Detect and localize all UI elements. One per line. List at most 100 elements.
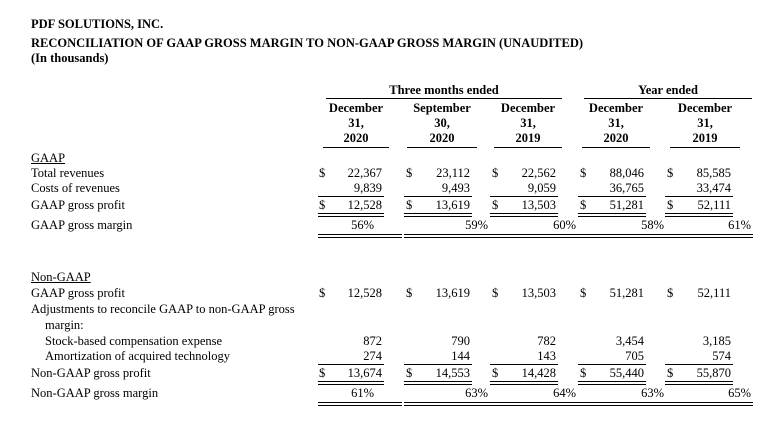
column-header-line1: September xyxy=(413,101,471,115)
cell-value: 65% xyxy=(728,386,751,400)
cell-value: 144 xyxy=(451,349,470,363)
cell-value: 51,281 xyxy=(609,286,644,300)
cell-value: 12,528 xyxy=(347,286,382,300)
currency-symbol: $ xyxy=(492,166,499,180)
column-header-line2: 30, xyxy=(434,116,450,130)
cell-value: 85,585 xyxy=(696,166,731,180)
currency-symbol: $ xyxy=(406,366,413,380)
column-header-line2: 31, xyxy=(520,116,536,130)
row-label: Non-GAAP gross margin xyxy=(31,386,159,400)
currency-symbol: $ xyxy=(667,286,674,300)
company-name: PDF SOLUTIONS, INC. xyxy=(31,17,164,31)
cell-value: 33,474 xyxy=(696,181,731,195)
cell-value: 705 xyxy=(625,349,644,363)
cell-value: 9,059 xyxy=(527,181,556,195)
row-label: Non-GAAP gross profit xyxy=(31,366,151,380)
currency-symbol: $ xyxy=(319,286,326,300)
row-label: margin: xyxy=(45,318,84,332)
cell-value: 3,185 xyxy=(702,334,731,348)
cell-value: 274 xyxy=(363,349,382,363)
nongaap-section-heading: Non-GAAP xyxy=(31,270,91,284)
currency-symbol: $ xyxy=(580,366,587,380)
cell-value: 9,839 xyxy=(353,181,382,195)
column-header-line1: December xyxy=(588,101,644,115)
row-label: Adjustments to reconcile GAAP to non-GAA… xyxy=(31,302,295,316)
three-months-underline xyxy=(326,98,562,99)
cell-value: 55,440 xyxy=(609,366,644,380)
cell-value: 58% xyxy=(641,218,664,232)
cell-value: 52,111 xyxy=(697,286,731,300)
currency-symbol: $ xyxy=(319,166,326,180)
column-header-line3: 2019 xyxy=(515,131,541,145)
year-ended-header: Year ended xyxy=(638,83,698,97)
column-header-line3: 2019 xyxy=(692,131,718,145)
cell-value: 63% xyxy=(641,386,664,400)
year-ended-underline xyxy=(584,98,752,99)
cell-value: 61% xyxy=(351,386,374,400)
currency-symbol: $ xyxy=(667,366,674,380)
cell-value: 55,870 xyxy=(696,366,731,380)
cell-value: 36,765 xyxy=(609,181,644,195)
row-label: Total revenues xyxy=(31,166,105,180)
cell-value: 14,428 xyxy=(521,366,556,380)
currency-symbol: $ xyxy=(492,286,499,300)
row-label: GAAP gross profit xyxy=(31,198,125,212)
three-months-header: Three months ended xyxy=(389,83,499,97)
cell-value: 782 xyxy=(537,334,556,348)
column-header-line1: December xyxy=(328,101,384,115)
currency-symbol: $ xyxy=(492,198,499,212)
cell-value: 12,528 xyxy=(347,198,382,212)
cell-value: 574 xyxy=(712,349,731,363)
currency-symbol: $ xyxy=(580,166,587,180)
currency-symbol: $ xyxy=(406,286,413,300)
cell-value: 23,112 xyxy=(436,166,470,180)
units-note: (In thousands) xyxy=(31,51,109,65)
cell-value: 13,503 xyxy=(521,198,556,212)
cell-value: 51,281 xyxy=(609,198,644,212)
cell-value: 14,553 xyxy=(435,366,470,380)
cell-value: 88,046 xyxy=(609,166,644,180)
currency-symbol: $ xyxy=(406,198,413,212)
currency-symbol: $ xyxy=(406,166,413,180)
column-header-line3: 2020 xyxy=(603,131,629,145)
cell-value: 64% xyxy=(553,386,576,400)
cell-value: 13,674 xyxy=(347,366,382,380)
currency-symbol: $ xyxy=(667,166,674,180)
cell-value: 13,619 xyxy=(435,198,470,212)
cell-value: 61% xyxy=(728,218,751,232)
report-title: RECONCILIATION OF GAAP GROSS MARGIN TO N… xyxy=(31,36,584,50)
row-label: GAAP gross profit xyxy=(31,286,125,300)
row-label: Costs of revenues xyxy=(31,181,120,195)
column-header-line2: 31, xyxy=(348,116,364,130)
cell-value: 59% xyxy=(465,218,488,232)
row-label: GAAP gross margin xyxy=(31,218,133,232)
cell-value: 63% xyxy=(465,386,488,400)
cell-value: 790 xyxy=(451,334,470,348)
currency-symbol: $ xyxy=(319,366,326,380)
currency-symbol: $ xyxy=(667,198,674,212)
cell-value: 9,493 xyxy=(441,181,470,195)
cell-value: 60% xyxy=(553,218,576,232)
cell-value: 13,619 xyxy=(435,286,470,300)
currency-symbol: $ xyxy=(492,366,499,380)
row-label: Stock-based compensation expense xyxy=(45,334,223,348)
column-header-line3: 2020 xyxy=(429,131,455,145)
cell-value: 52,111 xyxy=(697,198,731,212)
cell-value: 56% xyxy=(351,218,374,232)
column-header-line1: December xyxy=(500,101,556,115)
column-header-line2: 31, xyxy=(608,116,624,130)
cell-value: 22,367 xyxy=(347,166,382,180)
cell-value: 22,562 xyxy=(521,166,556,180)
cell-value: 143 xyxy=(537,349,556,363)
cell-value: 13,503 xyxy=(521,286,556,300)
column-header-line3: 2020 xyxy=(343,131,369,145)
cell-value: 3,454 xyxy=(615,334,644,348)
row-label: Amortization of acquired technology xyxy=(45,349,231,363)
column-header-line2: 31, xyxy=(697,116,713,130)
column-header-line1: December xyxy=(677,101,733,115)
cell-value: 872 xyxy=(363,334,382,348)
currency-symbol: $ xyxy=(580,198,587,212)
gaap-section-heading: GAAP xyxy=(31,151,66,165)
currency-symbol: $ xyxy=(580,286,587,300)
currency-symbol: $ xyxy=(319,198,326,212)
